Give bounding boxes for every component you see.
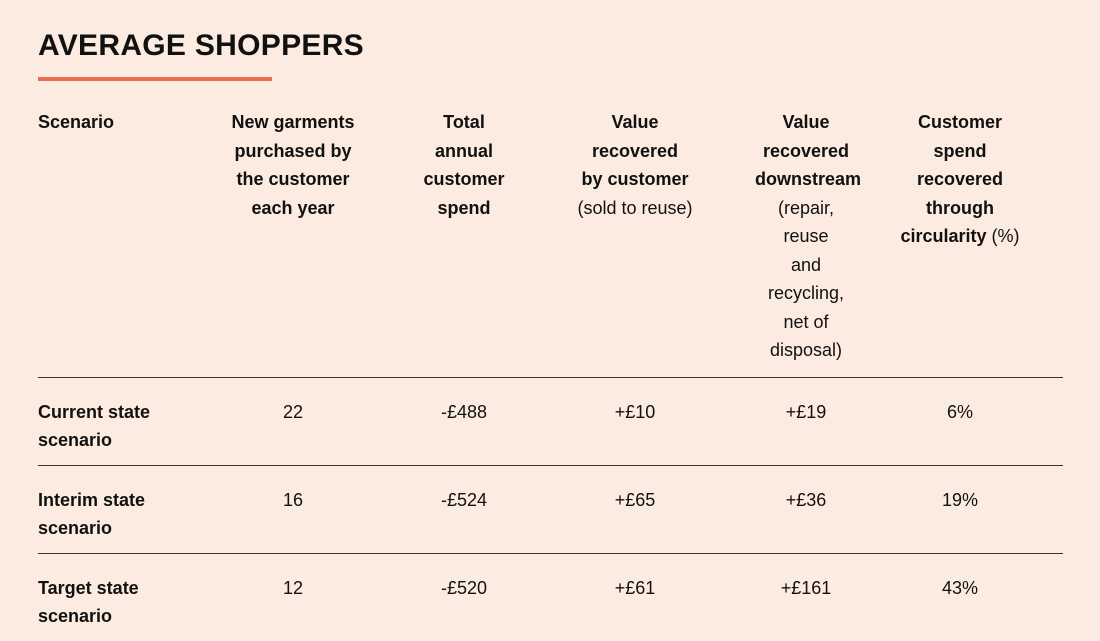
header-recovered-downstream-note: net of disposal): [769, 311, 843, 361]
header-circularity: Customer spend recovered through circula…: [857, 105, 1063, 378]
header-circularity-unit: (%): [986, 226, 1020, 246]
header-garments-line: the customer: [236, 169, 350, 189]
cell-recovered-downstream: +£161: [755, 552, 857, 641]
header-recovered-downstream-line: Value recovered: [762, 112, 850, 161]
header-garments-line: New garments: [231, 112, 355, 132]
table-row: Current state scenario 22 -£488 +£10 +£1…: [38, 377, 1063, 465]
header-recovered-customer-line: recovered: [591, 140, 679, 161]
row-label-line: scenario: [38, 430, 113, 450]
header-recovered-customer-line: Value: [611, 112, 659, 132]
header-garments-line: each year: [251, 197, 335, 218]
row-label-line: Interim state: [38, 489, 146, 510]
header-recovered-downstream-line: downstream: [755, 169, 862, 189]
header-recovered-downstream: Value recovered downstream (repair, reus…: [755, 105, 862, 378]
header-circularity-word: circularity: [900, 226, 987, 246]
header-recovered-downstream-note: (repair, reuse: [777, 197, 835, 247]
page-title: AVERAGE SHOPPERS: [38, 29, 364, 62]
header-garments: New garments purchased by the customer e…: [173, 105, 413, 378]
header-recovered-customer-line: by customer: [581, 169, 689, 189]
header-scenario: Scenario: [38, 105, 173, 378]
cell-garments: 12: [173, 552, 413, 641]
cell-recovered-customer: +£10: [614, 401, 656, 422]
row-label-line: scenario: [38, 606, 113, 626]
table-header-row: Scenario New garments purchased by the c…: [38, 105, 1063, 378]
cell-recovered-downstream: +£19: [785, 401, 827, 422]
shoppers-table: Scenario New garments purchased by the c…: [38, 105, 1063, 641]
row-label-line: Current state: [38, 401, 151, 422]
header-circularity-last-line: circularity (%): [857, 222, 1063, 251]
cell-recovered-downstream: +£36: [755, 464, 857, 553]
header-circularity-line: recovered: [916, 169, 1004, 189]
cell-circularity: 6%: [946, 401, 973, 422]
header-spend: Total annual customer spend: [413, 105, 515, 378]
cell-spend: -£488: [440, 401, 488, 422]
cell-spend: -£524: [413, 464, 515, 553]
cell-garments: 22: [282, 401, 304, 422]
table-row: Interim state scenario 16 -£524 +£65 +£3…: [38, 464, 1063, 553]
row-label-line: Target state: [38, 577, 139, 598]
header-spend-line: Total annual: [434, 112, 493, 161]
header-recovered-customer-note: (sold to reuse): [577, 197, 693, 218]
row-label-line: scenario: [38, 518, 113, 538]
header-recovered-downstream-note: and recycling,: [767, 254, 845, 304]
row-label: Current state scenario: [38, 377, 173, 465]
header-garments-line: purchased by: [234, 140, 352, 161]
header-scenario-label: Scenario: [38, 112, 115, 132]
header-circularity-line: Customer: [917, 112, 1002, 132]
header-spend-line: spend: [437, 197, 491, 218]
row-label: Target state scenario: [38, 552, 173, 641]
cell-spend: -£520: [413, 552, 515, 641]
title-underline: [38, 77, 272, 81]
header-circularity-line: through: [926, 197, 994, 218]
header-circularity-line: spend: [933, 140, 987, 161]
cell-recovered-customer: +£61: [515, 552, 755, 641]
cell-circularity: 43%: [857, 552, 1063, 641]
header-spend-line: customer: [423, 169, 505, 189]
cell-circularity: 19%: [857, 464, 1063, 553]
row-label: Interim state scenario: [38, 464, 173, 553]
header-recovered-customer: Value recovered by customer (sold to reu…: [515, 105, 755, 378]
cell-garments: 16: [173, 464, 413, 553]
table-row: Target state scenario 12 -£520 +£61 +£16…: [38, 552, 1063, 641]
cell-recovered-customer: +£65: [515, 464, 755, 553]
